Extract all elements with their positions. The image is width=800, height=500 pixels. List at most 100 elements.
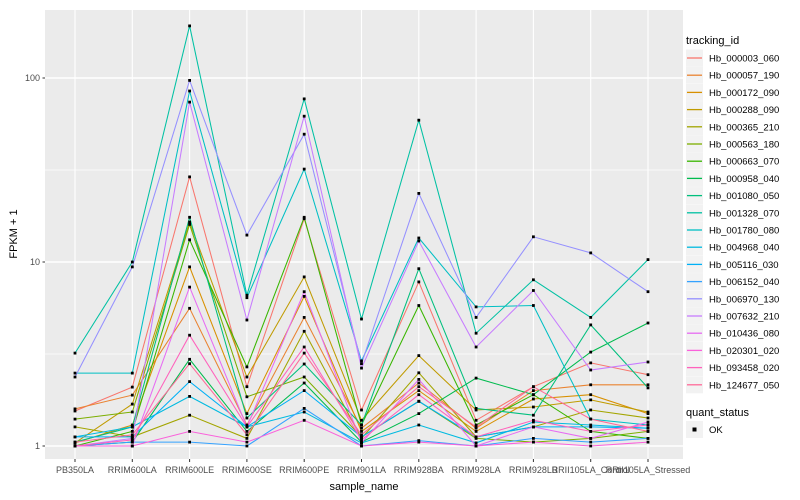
y-tick-label: 100 xyxy=(25,73,40,83)
data-point-marker xyxy=(417,439,421,442)
data-point-marker xyxy=(532,405,535,409)
data-point-marker xyxy=(302,389,306,392)
legend-title-tracking-id: tracking_id xyxy=(686,35,739,47)
data-point-marker xyxy=(245,416,249,420)
legend-entry-label: Hb_001328_070 xyxy=(709,208,779,219)
data-point-marker xyxy=(188,238,191,242)
data-point-marker xyxy=(130,265,134,269)
data-point-marker xyxy=(245,296,249,300)
data-point-marker xyxy=(188,413,191,417)
data-point-marker xyxy=(360,366,363,370)
data-point-marker xyxy=(646,440,650,444)
data-point-marker xyxy=(646,410,650,414)
y-tick-label: 1 xyxy=(35,441,40,451)
data-point-marker xyxy=(589,444,593,448)
data-point-marker xyxy=(646,437,650,440)
data-point-marker xyxy=(73,407,77,411)
data-point-marker xyxy=(188,220,191,224)
legend-entry-label: Hb_006152_040 xyxy=(709,277,779,288)
data-point-marker xyxy=(646,423,650,427)
data-point-marker xyxy=(302,345,306,349)
data-point-marker xyxy=(532,413,535,417)
data-point-marker xyxy=(188,89,191,93)
data-point-marker xyxy=(532,385,535,389)
data-point-marker xyxy=(474,331,478,335)
data-point-marker xyxy=(417,393,421,397)
data-point-marker xyxy=(73,409,77,413)
data-point-marker xyxy=(302,329,306,333)
data-point-marker xyxy=(417,389,421,392)
data-point-marker xyxy=(245,395,249,399)
legend-entry-label: Hb_000958_040 xyxy=(709,174,779,185)
data-point-marker xyxy=(245,444,249,448)
data-point-marker xyxy=(130,385,134,389)
data-point-marker xyxy=(417,304,421,307)
data-point-marker xyxy=(188,100,191,104)
data-point-marker xyxy=(646,258,650,261)
data-point-marker xyxy=(302,351,306,355)
data-point-marker xyxy=(245,440,249,444)
data-point-marker xyxy=(417,378,421,381)
data-point-marker xyxy=(646,412,650,415)
data-point-marker xyxy=(589,398,593,402)
data-point-marker xyxy=(532,278,535,282)
data-point-marker xyxy=(417,192,421,195)
x-tick-label: RRIM600SE xyxy=(222,465,272,475)
data-point-marker xyxy=(73,435,77,439)
data-point-marker xyxy=(73,425,77,429)
data-point-marker xyxy=(130,410,134,414)
data-point-marker xyxy=(360,317,363,321)
data-point-marker xyxy=(646,420,650,424)
data-point-marker xyxy=(589,437,593,440)
data-point-marker xyxy=(417,118,421,122)
legend-entry-label: Hb_000057_190 xyxy=(709,71,779,82)
data-point-marker xyxy=(130,423,134,427)
data-point-marker xyxy=(188,215,191,219)
data-point-marker xyxy=(245,412,249,415)
data-point-marker xyxy=(646,386,650,390)
data-point-marker xyxy=(245,375,249,379)
data-point-marker xyxy=(417,399,421,403)
data-point-marker xyxy=(245,385,249,389)
data-point-marker xyxy=(302,290,306,294)
legend-entry-label: Hb_001780_080 xyxy=(709,226,779,237)
data-point-marker xyxy=(589,425,593,429)
legend-entry-label: Hb_124677_050 xyxy=(709,380,779,391)
data-point-marker xyxy=(532,289,535,292)
data-point-marker xyxy=(360,435,363,439)
data-point-marker xyxy=(188,285,191,289)
data-point-marker xyxy=(360,438,363,442)
data-point-marker xyxy=(474,437,478,440)
data-point-marker xyxy=(360,444,363,448)
data-point-marker xyxy=(188,440,191,444)
data-point-marker xyxy=(532,397,535,401)
data-point-marker xyxy=(73,375,77,379)
data-point-marker xyxy=(646,430,650,433)
data-point-marker xyxy=(302,167,306,171)
data-point-marker xyxy=(646,426,650,430)
data-point-marker xyxy=(532,437,535,440)
legend-quant-entry xyxy=(686,421,703,438)
data-point-marker xyxy=(589,350,593,354)
data-point-marker xyxy=(130,433,134,437)
x-tick-label: RRII105LA_Control xyxy=(552,465,630,475)
data-point-marker xyxy=(130,393,134,397)
x-tick-label: PB350LA xyxy=(56,465,94,475)
x-tick-label: RRII105LA_Stressed xyxy=(606,465,691,475)
data-point-marker xyxy=(130,260,134,264)
data-point-marker xyxy=(589,440,593,444)
data-point-marker xyxy=(474,435,478,439)
data-point-marker xyxy=(360,441,363,445)
data-point-marker xyxy=(245,423,249,427)
data-point-marker xyxy=(474,425,478,429)
data-point-marker xyxy=(302,381,306,385)
legend-entry-label: Hb_010436_080 xyxy=(709,329,779,340)
data-point-marker xyxy=(589,417,593,421)
data-point-marker xyxy=(589,251,593,255)
data-point-marker xyxy=(589,368,593,372)
data-point-marker xyxy=(646,373,650,377)
legend: tracking_id Hb_000003_060Hb_000057_190Hb… xyxy=(686,35,779,438)
data-point-marker xyxy=(188,380,191,383)
data-point-marker xyxy=(646,321,650,325)
